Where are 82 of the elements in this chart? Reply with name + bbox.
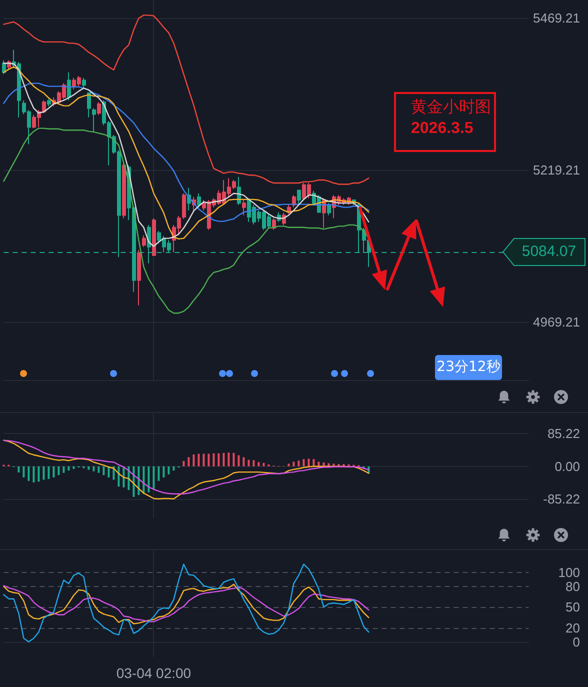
line-series [3,82,370,222]
bar [18,466,20,472]
bar [28,466,30,481]
candlestick [97,102,101,116]
y-tick-label: 100 [558,565,580,580]
candlestick [82,77,86,89]
bar [88,466,90,470]
bar [32,466,35,482]
y-tick-label: 0.00 [554,458,580,474]
bar [258,462,260,466]
text: 2026.3.5 [411,120,474,137]
candlestick [182,192,186,220]
ref-line-label: 5084.07 [520,243,578,260]
candlestick [42,100,46,114]
bar [162,466,165,478]
candlestick [242,200,246,216]
line-series [3,564,370,642]
y-tick-label: 4969.21 [533,314,580,330]
bar [222,452,225,466]
text: 黄金小时图 [411,97,491,116]
bar [52,466,55,478]
bar [192,454,195,466]
bar [208,454,210,466]
bar [262,462,265,466]
y-tick-label: 5219.21 [533,162,580,178]
candlestick [87,92,91,118]
y-tick-label: 50 [566,600,580,615]
bar [292,462,295,466]
bar [232,452,235,466]
y-tick-label: 20 [566,620,580,636]
bar [252,460,255,466]
bar [152,466,155,490]
bar [42,466,45,480]
bar [188,457,190,466]
line-series [3,14,370,185]
bar [172,466,175,471]
bar [248,460,250,466]
y-tick-label: 5469.21 [533,10,580,26]
bar [242,457,245,466]
y-tick-label: 0 [572,634,580,650]
bar [218,453,220,466]
bar [312,459,315,466]
bar [202,454,205,466]
candlestick [137,249,141,306]
bar [98,466,100,473]
y-tick-label: -85.22 [543,491,580,506]
bar [102,466,105,476]
x-tick-label: 03-04 02:00 [116,665,192,681]
bar [238,455,240,466]
candlestick [197,192,201,208]
candlestick [142,234,146,248]
bar [158,466,160,481]
candlestick [152,218,156,256]
bar [132,466,135,497]
bar [92,466,95,472]
candlestick [92,108,96,132]
bar [72,466,75,470]
candlestick [67,72,71,101]
bar [228,452,230,466]
bar [288,464,290,466]
bar [58,466,60,476]
bar [302,459,305,466]
y-tick-label: 85.22 [547,426,580,442]
bar [212,453,215,466]
bar [182,460,185,466]
bar [22,466,25,478]
candlestick [47,98,51,107]
line-series [3,128,370,314]
bar [118,466,120,487]
bar [308,458,310,466]
bar [38,466,40,482]
candlestick [297,190,301,206]
bar [68,466,70,471]
bar [298,460,300,466]
y-tick-label: 80 [566,578,580,594]
bar [48,466,50,479]
bar [148,466,150,492]
candlestick [327,202,331,216]
bar [198,454,200,466]
bar [62,466,65,473]
bar [168,466,170,474]
candlestick [122,162,126,219]
